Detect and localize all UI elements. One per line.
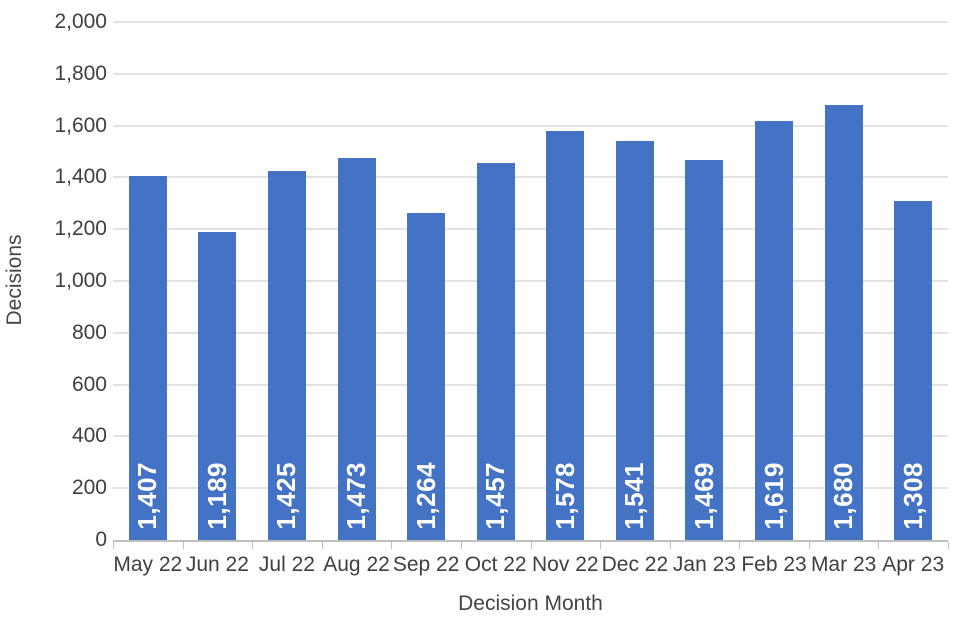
y-gridline (113, 21, 948, 23)
x-tick-label: Jun 22 (185, 553, 249, 576)
y-gridline (113, 280, 948, 282)
y-gridline (113, 72, 948, 75)
x-tick-label: Aug 22 (323, 553, 390, 576)
x-tick-label: Jul 22 (258, 553, 315, 576)
x-tick-label: Apr 23 (882, 553, 945, 576)
y-tick-label: 0 (95, 528, 107, 551)
x-tick-mark (113, 542, 114, 549)
bar: 1,578 (546, 131, 585, 540)
x-tick-mark (321, 542, 323, 549)
bar-value-label: 1,473 (341, 462, 372, 530)
bar: 1,541 (615, 140, 654, 540)
y-tick-label: 200 (71, 476, 107, 500)
bar: 1,189 (198, 232, 237, 540)
x-tick-mark (391, 542, 393, 549)
x-tick-mark (460, 542, 462, 549)
x-tick-mark (600, 542, 602, 549)
x-tick-label: Mar 23 (810, 553, 877, 576)
bar-value-label: 1,541 (619, 462, 650, 530)
y-gridline (113, 487, 948, 490)
bar-value-label: 1,578 (549, 462, 580, 530)
bar-value-label: 1,457 (480, 462, 511, 530)
y-gridline (113, 124, 948, 127)
x-tick-mark (182, 542, 184, 549)
y-tick-label: 400 (71, 424, 107, 448)
y-tick-label: 2,000 (54, 10, 107, 33)
bar: 1,473 (337, 158, 376, 540)
x-tick-label: Oct 22 (464, 553, 527, 576)
y-tick-label: 1,200 (54, 217, 107, 241)
bar-value-label: 1,619 (758, 462, 789, 530)
y-tick-label: 1,400 (54, 165, 107, 189)
x-tick-label: Dec 22 (601, 553, 669, 576)
x-tick-mark (252, 542, 254, 549)
y-tick-label: 800 (71, 320, 107, 344)
x-tick-mark (878, 542, 880, 549)
y-gridline (113, 331, 948, 334)
bar: 1,619 (755, 120, 794, 540)
bar: 1,680 (824, 104, 863, 540)
x-tick-label: Sep 22 (392, 553, 460, 576)
x-tick-mark (669, 542, 671, 549)
bar: 1,407 (128, 175, 167, 540)
x-tick-label: May 22 (113, 553, 183, 576)
y-tick-label: 600 (71, 372, 107, 396)
x-tick-label: Nov 22 (532, 553, 599, 576)
bar-value-label: 1,469 (688, 462, 719, 530)
bar: 1,457 (476, 162, 515, 540)
y-tick-label: 1,800 (54, 61, 107, 85)
bar: 1,308 (894, 201, 933, 540)
bar-value-label: 1,189 (201, 462, 232, 530)
bar: 1,469 (685, 159, 724, 540)
y-gridline (113, 383, 948, 386)
bar-value-label: 1,407 (132, 462, 163, 530)
bar-value-label: 1,264 (410, 462, 441, 530)
bar-value-label: 1,425 (271, 462, 302, 530)
x-tick-label: Jan 23 (672, 553, 736, 576)
y-tick-label: 1,600 (54, 113, 107, 137)
y-gridline (113, 176, 948, 179)
bar: 1,425 (267, 170, 306, 540)
x-tick-mark (808, 542, 810, 549)
y-gridline (113, 228, 948, 231)
x-tick-mark (948, 542, 949, 549)
y-tick-label: 1,000 (54, 269, 107, 292)
x-tick-label: Feb 23 (741, 553, 807, 576)
bar-value-label: 1,680 (828, 462, 859, 530)
bar-value-label: 1,308 (897, 462, 928, 530)
x-tick-mark (530, 542, 532, 549)
x-axis-title: Decision Month (458, 592, 603, 615)
x-tick-mark (739, 542, 741, 549)
y-gridline (113, 435, 948, 438)
bar: 1,264 (407, 212, 446, 540)
x-axis-line (113, 540, 948, 542)
